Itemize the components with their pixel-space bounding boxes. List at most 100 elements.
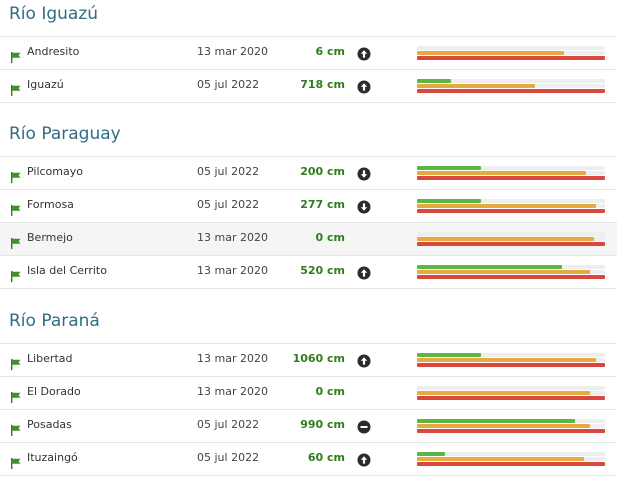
- flag-icon: [11, 454, 21, 469]
- green-track: [417, 199, 605, 203]
- orange-track: [417, 171, 605, 175]
- water-level: 277 cm: [300, 198, 345, 211]
- red-track: [417, 176, 605, 180]
- orange-bar: [417, 51, 564, 55]
- red-bar: [417, 89, 605, 93]
- orange-track: [417, 391, 605, 395]
- orange-bar: [417, 457, 584, 461]
- station-row[interactable]: Libertad 13 mar 2020 1060 cm: [0, 344, 617, 377]
- level-bars: [417, 79, 605, 95]
- station-list: Pilcomayo 05 jul 2022 200 cm Formosa 05 …: [0, 156, 617, 289]
- station-row[interactable]: Bermejo 13 mar 2020 0 cm: [0, 223, 617, 256]
- orange-bar: [417, 204, 596, 208]
- station-row[interactable]: Pilcomayo 05 jul 2022 200 cm: [0, 157, 617, 190]
- level-bars: [417, 265, 605, 281]
- orange-track: [417, 204, 605, 208]
- orange-track: [417, 237, 605, 241]
- green-track: [417, 232, 605, 236]
- flag-icon: [11, 355, 21, 370]
- orange-track: [417, 84, 605, 88]
- reading-date: 13 mar 2020: [197, 385, 268, 398]
- red-bar: [417, 429, 605, 433]
- red-track: [417, 89, 605, 93]
- trend-up-icon: [357, 46, 371, 61]
- water-level: 990 cm: [300, 418, 345, 431]
- green-track: [417, 386, 605, 390]
- station-name[interactable]: El Dorado: [27, 385, 81, 398]
- level-bars: [417, 452, 605, 468]
- station-row[interactable]: Posadas 05 jul 2022 990 cm: [0, 410, 617, 443]
- trend-up-icon: [357, 79, 371, 94]
- green-track: [417, 265, 605, 269]
- station-row[interactable]: Formosa 05 jul 2022 277 cm: [0, 190, 617, 223]
- station-name[interactable]: Isla del Cerrito: [27, 264, 107, 277]
- red-track: [417, 429, 605, 433]
- red-track: [417, 209, 605, 213]
- water-level: 6 cm: [315, 45, 345, 58]
- level-bars: [417, 46, 605, 62]
- flag-icon: [11, 168, 21, 183]
- station-name[interactable]: Formosa: [27, 198, 74, 211]
- river-title: Río Iguazú: [9, 4, 99, 24]
- flag-icon: [11, 234, 21, 249]
- reading-date: 13 mar 2020: [197, 264, 268, 277]
- station-name[interactable]: Ituzaingó: [27, 451, 78, 464]
- station-row[interactable]: Isla del Cerrito 13 mar 2020 520 cm: [0, 256, 617, 289]
- red-track: [417, 242, 605, 246]
- station-name[interactable]: Libertad: [27, 352, 73, 365]
- station-name[interactable]: Posadas: [27, 418, 72, 431]
- station-row[interactable]: Andresito 13 mar 2020 6 cm: [0, 37, 617, 70]
- orange-track: [417, 457, 605, 461]
- level-bars: [417, 199, 605, 215]
- flag-icon: [11, 48, 21, 63]
- green-track: [417, 353, 605, 357]
- green-track: [417, 79, 605, 83]
- green-bar: [417, 265, 562, 269]
- level-bars: [417, 419, 605, 435]
- water-level: 0 cm: [315, 231, 345, 244]
- orange-bar: [417, 358, 596, 362]
- red-bar: [417, 176, 605, 180]
- red-bar: [417, 56, 605, 60]
- station-name[interactable]: Pilcomayo: [27, 165, 83, 178]
- level-bars: [417, 353, 605, 369]
- orange-bar: [417, 171, 586, 175]
- red-bar: [417, 242, 605, 246]
- reading-date: 05 jul 2022: [197, 451, 260, 464]
- water-level: 718 cm: [300, 78, 345, 91]
- reading-date: 13 mar 2020: [197, 352, 268, 365]
- green-track: [417, 166, 605, 170]
- level-bars: [417, 386, 605, 402]
- green-bar: [417, 166, 481, 170]
- green-track: [417, 452, 605, 456]
- flag-icon: [11, 421, 21, 436]
- station-name[interactable]: Bermejo: [27, 231, 73, 244]
- trend-up-icon: [357, 452, 371, 467]
- orange-bar: [417, 237, 594, 241]
- station-row[interactable]: Iguazú 05 jul 2022 718 cm: [0, 70, 617, 103]
- water-level: 1060 cm: [292, 352, 345, 365]
- green-bar: [417, 353, 481, 357]
- water-level: 60 cm: [307, 451, 345, 464]
- orange-track: [417, 358, 605, 362]
- river-title: Río Paraguay: [9, 124, 121, 144]
- red-track: [417, 363, 605, 367]
- reading-date: 13 mar 2020: [197, 45, 268, 58]
- water-level: 200 cm: [300, 165, 345, 178]
- red-track: [417, 396, 605, 400]
- station-name[interactable]: Andresito: [27, 45, 80, 58]
- station-row[interactable]: Ituzaingó 05 jul 2022 60 cm: [0, 443, 617, 476]
- water-level: 520 cm: [300, 264, 345, 277]
- red-bar: [417, 396, 605, 400]
- reading-date: 05 jul 2022: [197, 418, 260, 431]
- water-level: 0 cm: [315, 385, 345, 398]
- reading-date: 05 jul 2022: [197, 198, 260, 211]
- green-bar: [417, 79, 451, 83]
- station-row[interactable]: El Dorado 13 mar 2020 0 cm: [0, 377, 617, 410]
- flag-icon: [11, 388, 21, 403]
- level-bars: [417, 232, 605, 248]
- red-track: [417, 275, 605, 279]
- orange-track: [417, 270, 605, 274]
- orange-track: [417, 51, 605, 55]
- station-name[interactable]: Iguazú: [27, 78, 64, 91]
